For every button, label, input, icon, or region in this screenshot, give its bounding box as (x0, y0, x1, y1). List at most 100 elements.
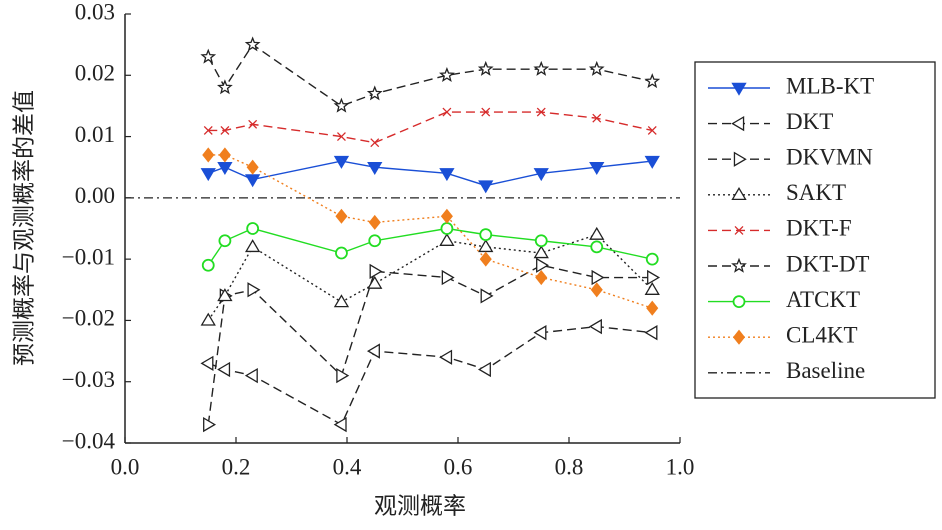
marker (333, 294, 350, 308)
marker (647, 269, 661, 286)
marker (200, 168, 216, 182)
series-line (208, 154, 653, 309)
marker (536, 107, 546, 117)
legend-marker (731, 115, 745, 132)
marker (477, 361, 491, 378)
legend-label: SAKT (786, 180, 846, 205)
marker (246, 222, 260, 235)
marker (442, 107, 452, 117)
marker (439, 66, 455, 82)
legend-marker (732, 295, 746, 309)
marker (647, 125, 657, 135)
y-tick-label: −0.03 (62, 367, 115, 392)
legend-marker (733, 151, 747, 167)
marker (479, 228, 493, 242)
x-tick-label: 1.0 (666, 454, 695, 479)
marker (588, 318, 602, 335)
legend-box (694, 61, 936, 399)
x-tick-label: 0.2 (222, 454, 251, 479)
marker (533, 245, 549, 259)
series-line (207, 227, 653, 266)
legend-marker (731, 187, 747, 201)
marker (335, 208, 348, 224)
marker (202, 147, 215, 163)
marker (478, 239, 494, 253)
marker (592, 113, 602, 123)
marker (439, 349, 453, 365)
marker (247, 282, 261, 298)
marker (368, 214, 381, 230)
y-tick-label: −0.04 (62, 428, 116, 453)
marker (590, 240, 604, 254)
marker (244, 36, 261, 52)
marker (533, 168, 549, 182)
marker (217, 162, 233, 175)
series-line (207, 43, 653, 107)
marker (590, 282, 603, 298)
legend-label: DKT (786, 109, 833, 134)
legend-marker (731, 257, 747, 273)
marker (440, 222, 454, 235)
marker (645, 252, 659, 266)
marker (244, 367, 258, 384)
marker (203, 416, 217, 433)
marker (439, 168, 455, 182)
marker (644, 282, 660, 295)
marker (245, 239, 261, 253)
y-tick-label: 0.00 (75, 183, 115, 208)
y-tick-label: 0.03 (75, 0, 115, 24)
marker (218, 147, 231, 163)
y-tick-label: −0.02 (62, 306, 115, 331)
marker (536, 257, 550, 273)
marker (217, 361, 231, 378)
marker (335, 246, 348, 260)
marker (439, 232, 455, 246)
marker (218, 234, 232, 248)
marker (200, 312, 216, 326)
legend: MLB-KT DKT DKVMN SAKT DKT-F DKT-DT ATCKT CL4KT B… (694, 61, 936, 399)
marker (369, 263, 383, 280)
marker (333, 155, 350, 169)
legend-label: Baseline (786, 358, 865, 383)
legend-marker (734, 225, 744, 235)
series-line (208, 160, 653, 187)
marker (589, 226, 605, 240)
marker (333, 97, 350, 113)
y-tick-label: 0.02 (75, 61, 115, 86)
marker (591, 269, 605, 286)
x-tick-label: 0.0 (111, 454, 140, 479)
legend-label: ATCKT (786, 287, 860, 312)
x-tick-label: 0.4 (333, 454, 362, 479)
series-line (207, 264, 653, 425)
legend-marker (731, 82, 747, 96)
legend-label: CL4KT (786, 322, 858, 347)
marker (248, 119, 258, 129)
marker (366, 343, 380, 359)
marker (441, 269, 455, 286)
marker (589, 162, 605, 175)
y-tick-label: −0.01 (62, 244, 115, 269)
marker (200, 355, 214, 371)
marker (201, 258, 215, 272)
series-line (207, 233, 653, 321)
legend-label: MLB-KT (786, 73, 874, 98)
marker (217, 288, 233, 302)
marker (336, 367, 350, 384)
marker (203, 125, 213, 135)
y-axis-label: 预测概率与观测概率的差值 (11, 90, 36, 366)
legend-label: DKT-F (786, 216, 852, 241)
marker (336, 132, 346, 142)
marker (368, 234, 382, 248)
marker (478, 180, 494, 194)
marker (333, 416, 347, 433)
marker (481, 107, 491, 117)
marker (200, 48, 217, 64)
x-axis-label: 观测概率 (374, 493, 466, 518)
marker (644, 73, 661, 89)
marker (367, 275, 383, 289)
marker (644, 155, 660, 169)
marker (480, 288, 494, 304)
marker (533, 325, 547, 341)
marker (370, 138, 380, 148)
